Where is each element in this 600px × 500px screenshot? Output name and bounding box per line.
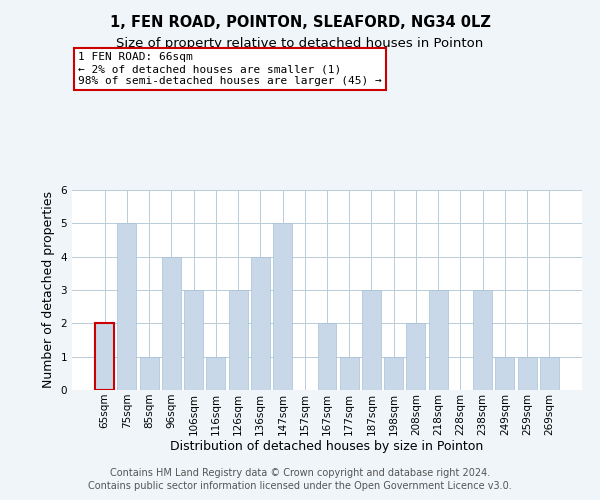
Bar xyxy=(273,224,292,390)
Bar xyxy=(317,324,337,390)
Bar xyxy=(496,356,514,390)
Bar xyxy=(118,224,136,390)
Bar xyxy=(340,356,359,390)
Bar xyxy=(206,356,225,390)
Bar xyxy=(384,356,403,390)
Bar xyxy=(95,324,114,390)
Bar xyxy=(362,290,381,390)
Bar xyxy=(251,256,270,390)
Text: Contains public sector information licensed under the Open Government Licence v3: Contains public sector information licen… xyxy=(88,481,512,491)
Bar xyxy=(162,256,181,390)
Bar xyxy=(229,290,248,390)
X-axis label: Distribution of detached houses by size in Pointon: Distribution of detached houses by size … xyxy=(170,440,484,454)
Text: 1 FEN ROAD: 66sqm
← 2% of detached houses are smaller (1)
98% of semi-detached h: 1 FEN ROAD: 66sqm ← 2% of detached house… xyxy=(78,52,382,86)
Bar xyxy=(540,356,559,390)
Bar xyxy=(406,324,425,390)
Bar xyxy=(518,356,536,390)
Text: Contains HM Land Registry data © Crown copyright and database right 2024.: Contains HM Land Registry data © Crown c… xyxy=(110,468,490,477)
Bar xyxy=(429,290,448,390)
Text: 1, FEN ROAD, POINTON, SLEAFORD, NG34 0LZ: 1, FEN ROAD, POINTON, SLEAFORD, NG34 0LZ xyxy=(110,15,490,30)
Bar xyxy=(184,290,203,390)
Text: Size of property relative to detached houses in Pointon: Size of property relative to detached ho… xyxy=(116,38,484,51)
Bar xyxy=(473,290,492,390)
Bar xyxy=(140,356,158,390)
Y-axis label: Number of detached properties: Number of detached properties xyxy=(42,192,55,388)
